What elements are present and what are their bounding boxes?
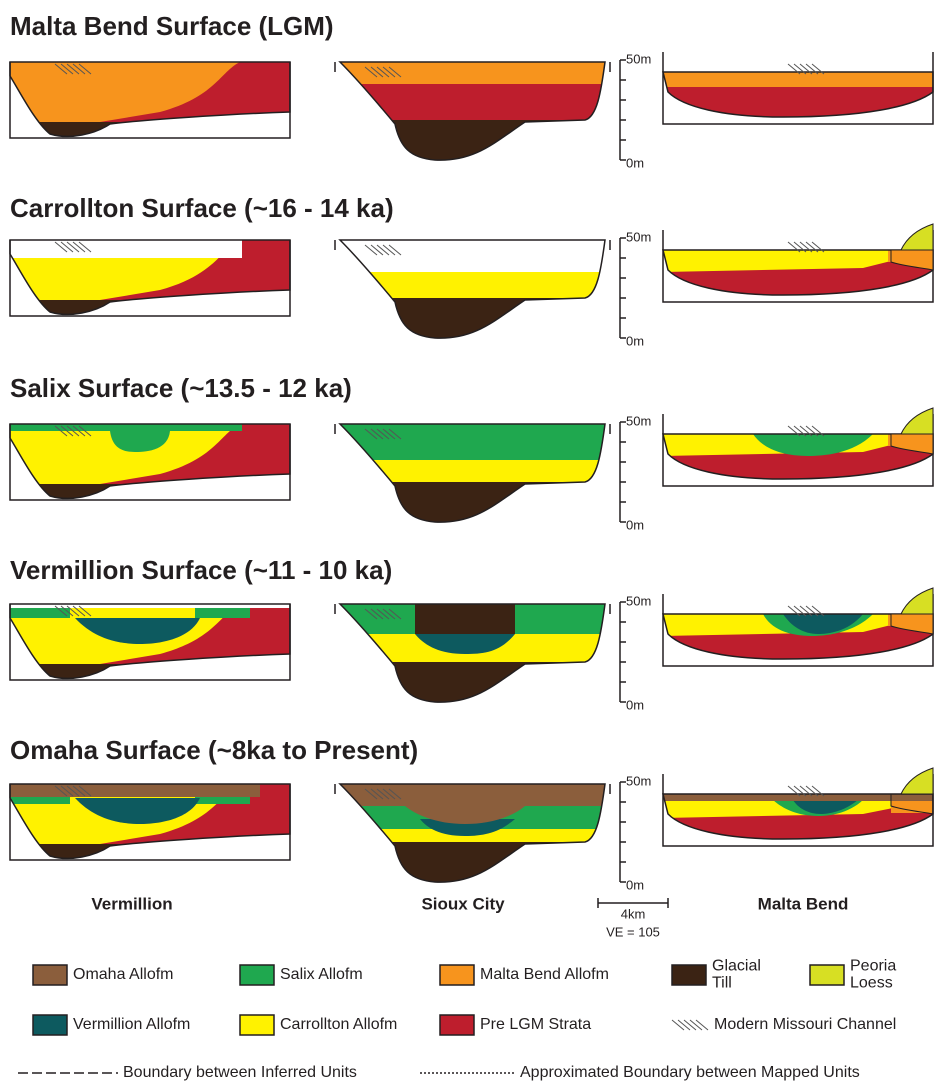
- loess: [901, 768, 933, 794]
- scale-label: 0m: [626, 697, 644, 712]
- legend-text: Glacial: [712, 958, 761, 975]
- legend-text: Approximated Boundary between Mapped Uni…: [520, 1064, 860, 1081]
- strata: [10, 62, 290, 142]
- panel-title: Omaha Surface (~8ka to Present): [10, 735, 418, 765]
- cross-section: [663, 588, 933, 666]
- cross-section: [10, 784, 290, 864]
- stratum: [10, 784, 260, 797]
- stratum: [891, 801, 933, 813]
- scale-label: 50m: [626, 413, 651, 428]
- legend-swatch: [33, 1015, 67, 1035]
- scale-label: 50m: [626, 593, 651, 608]
- legend-swatch: [240, 965, 274, 985]
- cross-section: [10, 604, 290, 684]
- strata: [10, 784, 290, 864]
- stratum: [10, 122, 290, 142]
- legend-text: Peoria: [850, 958, 896, 975]
- stratum: [10, 796, 70, 804]
- stratum: [335, 424, 610, 460]
- legend-text: Modern Missouri Channel: [714, 1016, 896, 1033]
- cross-section: [663, 408, 933, 486]
- legend-text: Carrollton Allofm: [280, 1016, 397, 1033]
- legend-swatch: [33, 965, 67, 985]
- legend-swatch: [810, 965, 844, 985]
- legend-swatch: [672, 965, 706, 985]
- strata: [10, 424, 290, 504]
- cross-section: [663, 224, 933, 302]
- panel-title: Malta Bend Surface (LGM): [10, 11, 334, 41]
- stratum: [335, 62, 610, 84]
- stratum: [515, 604, 610, 634]
- site-label: Vermillion: [91, 894, 172, 913]
- strata: [663, 62, 933, 122]
- legend-swatch: [440, 1015, 474, 1035]
- figure: Vermillion Sioux City Malta Bend 4km VE …: [0, 0, 936, 1084]
- legend-text: Omaha Allofm: [73, 966, 173, 983]
- legend-swatch: [440, 965, 474, 985]
- stratum: [335, 604, 415, 634]
- stratum: [10, 424, 242, 431]
- scale-label: 0m: [626, 333, 644, 348]
- legend-text: Till: [712, 975, 732, 992]
- cross-section: [335, 62, 610, 162]
- panel-title: Salix Surface (~13.5 - 12 ka): [10, 373, 352, 403]
- legend-swatch: [240, 1015, 274, 1035]
- stratum: [10, 664, 290, 684]
- strata: [663, 784, 933, 844]
- cross-section: [335, 240, 610, 340]
- stratum: [663, 62, 933, 122]
- depth-scale: [620, 422, 626, 522]
- loess: [901, 408, 933, 434]
- depth-scale: [620, 782, 626, 882]
- legend-text: Malta Bend Allofm: [480, 966, 609, 983]
- strata: [10, 604, 290, 684]
- stratum: [663, 794, 933, 801]
- cross-section: [663, 768, 933, 846]
- site-label: Sioux City: [421, 894, 505, 913]
- loess: [901, 588, 933, 614]
- stratum: [10, 484, 290, 504]
- scale-label: 0m: [626, 877, 644, 892]
- scale-length: 4km: [621, 906, 646, 921]
- depth-scale: [620, 60, 626, 160]
- cross-section: [10, 240, 290, 320]
- stratum: [663, 72, 933, 87]
- cross-section: [663, 52, 933, 124]
- legend-text: Salix Allofm: [280, 966, 363, 983]
- depth-scale: [620, 238, 626, 338]
- scale-label: 50m: [626, 229, 651, 244]
- scale-label: 50m: [626, 51, 651, 66]
- site-label: Malta Bend: [758, 894, 849, 913]
- stratum: [195, 796, 250, 804]
- cross-section: [335, 604, 610, 704]
- panel-title: Carrollton Surface (~16 - 14 ka): [10, 193, 394, 223]
- scale-label: 0m: [626, 517, 644, 532]
- cross-section: [10, 424, 290, 504]
- legend-text: Pre LGM Strata: [480, 1016, 591, 1033]
- stratum: [335, 240, 610, 272]
- strata: [663, 424, 933, 484]
- stratum: [10, 240, 242, 258]
- depth-scale: [620, 602, 626, 702]
- panel-title: Vermillion Surface (~11 - 10 ka): [10, 555, 392, 585]
- loess: [901, 224, 933, 250]
- legend-text: Loess: [850, 975, 893, 992]
- stratum: [10, 844, 290, 864]
- legend-text: Boundary between Inferred Units: [123, 1064, 357, 1081]
- strata: [10, 240, 290, 320]
- cross-section: [335, 784, 610, 884]
- cross-section: [335, 424, 610, 524]
- stratum: [10, 300, 290, 320]
- cross-section: [10, 62, 290, 142]
- strata: [663, 604, 933, 664]
- strata: [663, 240, 933, 300]
- stratum: [335, 272, 610, 298]
- legend-text: Vermillion Allofm: [73, 1016, 190, 1033]
- scale-label: 0m: [626, 155, 644, 170]
- vertical-exaggeration: VE = 105: [606, 924, 660, 939]
- scale-label: 50m: [626, 773, 651, 788]
